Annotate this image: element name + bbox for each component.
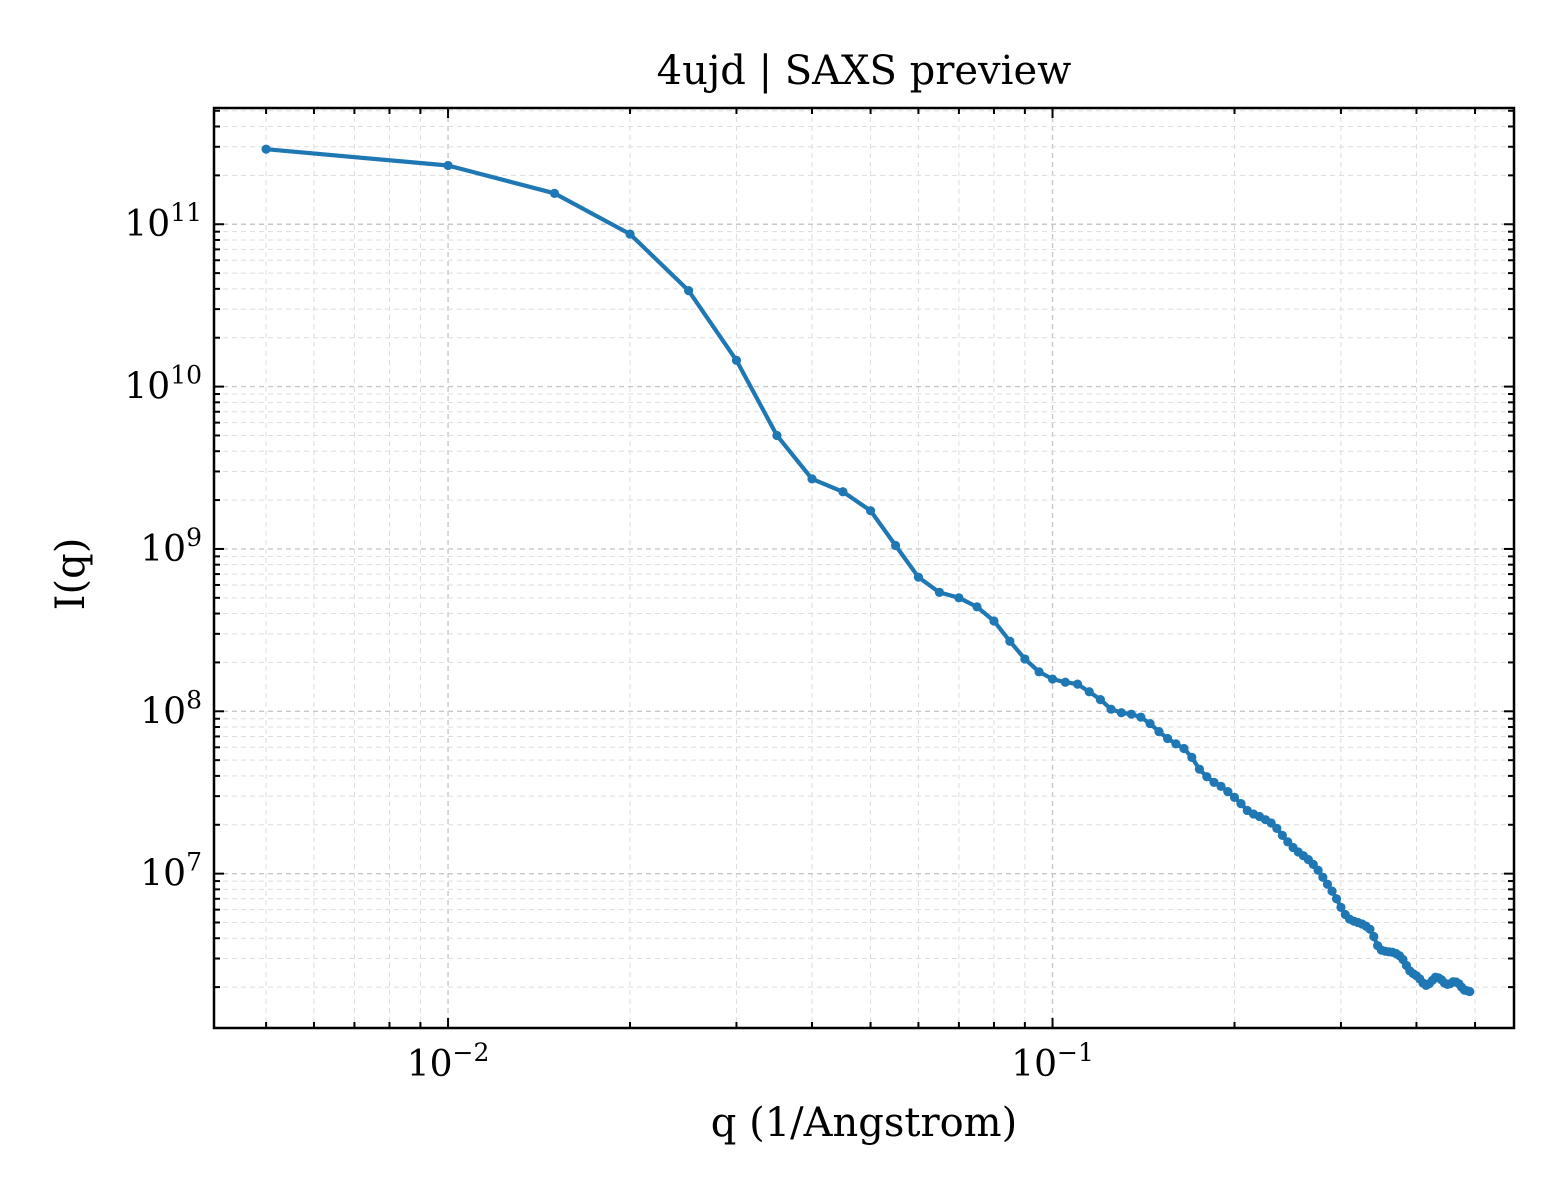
data-point bbox=[1072, 679, 1083, 689]
y-tick-label: 107 bbox=[140, 848, 202, 895]
grid bbox=[214, 108, 1514, 1028]
data-point bbox=[1322, 879, 1333, 889]
data-point bbox=[1272, 823, 1282, 833]
data-point bbox=[989, 616, 999, 626]
data-point bbox=[1047, 674, 1058, 684]
data-point bbox=[1034, 667, 1044, 677]
plot-frame bbox=[212, 106, 1516, 1030]
data-point bbox=[1277, 830, 1287, 841]
x-tick-label: 10−1 bbox=[1011, 1038, 1094, 1085]
y-tick-label: 109 bbox=[140, 523, 202, 570]
data-point bbox=[807, 474, 817, 484]
data-point bbox=[913, 572, 924, 582]
data-point bbox=[1369, 931, 1379, 942]
data-point bbox=[684, 286, 694, 296]
data-point bbox=[731, 355, 742, 365]
data-point bbox=[443, 160, 453, 171]
data-point bbox=[261, 144, 271, 154]
data-point bbox=[865, 506, 876, 516]
data-point bbox=[1126, 709, 1136, 719]
data-point bbox=[1194, 764, 1205, 774]
data-point bbox=[1084, 687, 1094, 697]
data-point bbox=[1145, 718, 1155, 729]
chart-title: 4ujd | SAXS preview bbox=[657, 48, 1072, 94]
x-axis-label: q (1/Angstrom) bbox=[711, 1100, 1017, 1146]
data-point bbox=[1318, 872, 1328, 882]
data-point bbox=[1331, 894, 1342, 904]
data-point bbox=[1187, 752, 1197, 762]
data-point bbox=[1162, 733, 1173, 744]
data-point bbox=[972, 602, 982, 612]
data-point bbox=[1020, 654, 1030, 664]
data-point bbox=[934, 587, 945, 597]
data-point bbox=[1005, 636, 1015, 646]
data-point bbox=[890, 540, 901, 551]
data-point bbox=[954, 593, 964, 603]
data-point bbox=[1327, 886, 1337, 896]
data-point bbox=[1336, 902, 1346, 912]
data-point bbox=[1202, 772, 1212, 782]
tick-labels: 10−2 10−1 107 108 109 1010 1011 bbox=[124, 198, 1093, 1085]
data-point bbox=[1179, 743, 1189, 754]
data-point bbox=[1229, 792, 1240, 802]
data-point bbox=[838, 487, 848, 497]
data-point bbox=[625, 229, 635, 239]
data-point bbox=[1209, 777, 1219, 787]
data-point bbox=[1171, 739, 1181, 749]
data-point bbox=[1154, 726, 1164, 737]
data-point bbox=[1116, 708, 1127, 718]
data-point bbox=[1216, 781, 1226, 791]
y-axis-label: I(q) bbox=[48, 538, 94, 611]
y-tick-label: 108 bbox=[140, 685, 202, 732]
data-point bbox=[1136, 712, 1146, 722]
data-point bbox=[549, 188, 560, 198]
data-point bbox=[1106, 704, 1116, 714]
data-point bbox=[1365, 924, 1375, 934]
data-point bbox=[772, 430, 782, 441]
data-point bbox=[1313, 865, 1323, 875]
data-point bbox=[1060, 677, 1070, 687]
data-point bbox=[1223, 787, 1233, 797]
data-point bbox=[1095, 695, 1105, 705]
y-tick-label: 1011 bbox=[124, 198, 202, 245]
x-tick-label: 10−2 bbox=[407, 1038, 490, 1085]
data-point bbox=[1465, 986, 1475, 997]
data-series bbox=[261, 144, 1475, 997]
y-tick-label: 1010 bbox=[124, 361, 202, 408]
data-point bbox=[1236, 799, 1246, 809]
